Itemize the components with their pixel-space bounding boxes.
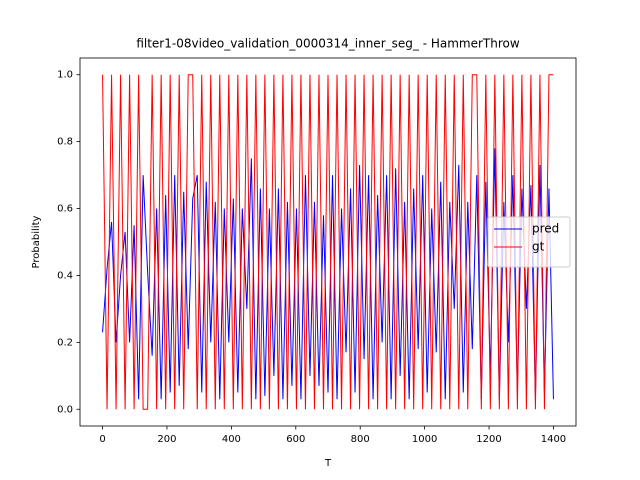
- plot-frame: [79, 57, 577, 427]
- legend-label: gt: [532, 240, 545, 254]
- y-axis-label: Probability: [31, 215, 42, 268]
- x-tick-label: 600: [286, 434, 305, 445]
- y-tick-label: 0.6: [57, 204, 73, 215]
- y-tick-label: 0.0: [57, 404, 73, 415]
- x-tick-label: 800: [351, 434, 370, 445]
- x-tick-label: 1200: [476, 434, 501, 445]
- chart-title: filter1-08video_validation_0000314_inner…: [136, 37, 520, 51]
- y-tick-label: 0.2: [57, 337, 73, 348]
- y-tick-label: 1.0: [57, 70, 73, 81]
- series-line: [102, 148, 554, 400]
- legend: pred gt: [487, 216, 571, 268]
- x-tick-label: 1000: [412, 434, 437, 445]
- x-tick-label: 0: [99, 434, 105, 445]
- legend-label: pred: [532, 222, 559, 236]
- series-line: [102, 74, 554, 410]
- y-tick-label: 0.8: [57, 137, 73, 148]
- y-tick-label: 0.4: [57, 270, 73, 281]
- x-tick-label: 1400: [541, 434, 566, 445]
- x-tick-label: 400: [222, 434, 241, 445]
- x-axis-label: T: [324, 458, 332, 469]
- x-tick-label: 200: [157, 434, 176, 445]
